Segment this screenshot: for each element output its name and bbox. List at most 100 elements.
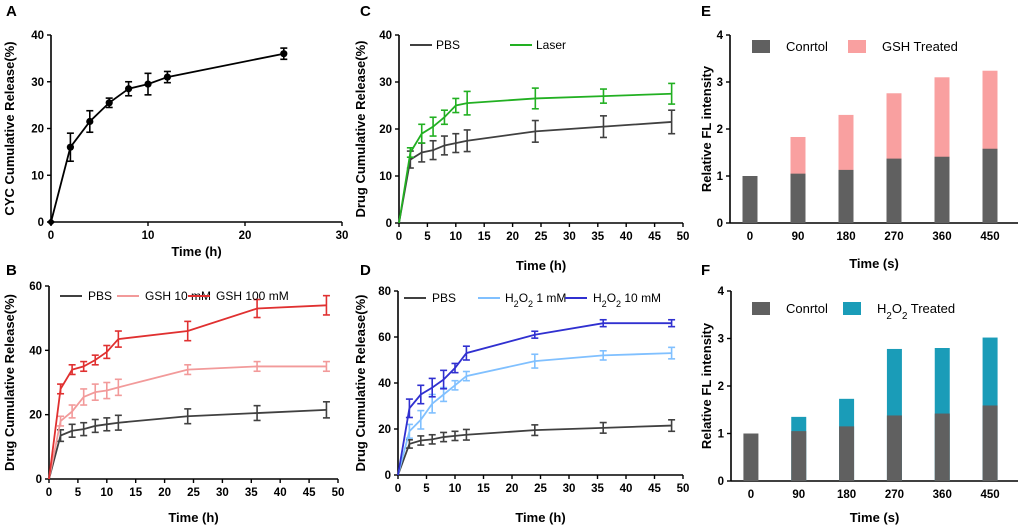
- bar: [791, 431, 807, 481]
- x-tick-label: 180: [837, 489, 856, 501]
- y-tick-label: 20: [378, 424, 391, 436]
- x-tick-label: 10: [100, 487, 113, 499]
- y-tick-label: 20: [31, 124, 44, 136]
- x-tick-label: 15: [477, 483, 490, 495]
- series-pbs: [48, 400, 330, 480]
- y-tick-label: 80: [378, 286, 391, 298]
- x-tick-label: 45: [648, 231, 661, 243]
- y-tick-label: 3: [718, 334, 724, 346]
- bar: [934, 413, 950, 481]
- bar: [886, 415, 902, 481]
- y-tick-label: 10: [379, 171, 392, 183]
- series-line: [48, 365, 327, 480]
- axes: 0 1 2 3 4 0 90 180 270 360 450: [717, 30, 1018, 243]
- x-tick-label: 20: [239, 230, 252, 242]
- x-tick-label: 45: [648, 483, 661, 495]
- bar: [742, 176, 758, 223]
- bar: [886, 158, 902, 223]
- data-point: [125, 85, 133, 93]
- x-tick-label: 10: [142, 230, 155, 242]
- x-axis-title: Time (h): [516, 258, 566, 273]
- legend-swatch: [843, 302, 861, 315]
- bar: [982, 405, 998, 481]
- y-tick-label: 40: [379, 30, 392, 42]
- x-axis-title: Time (h): [171, 244, 221, 259]
- legend: PBS GSH 10 mM GSH 100 mM: [60, 289, 289, 303]
- y-tick-label: 20: [379, 124, 392, 136]
- legend: Conrtol GSH Treated: [752, 39, 958, 54]
- x-tick-label: 30: [563, 483, 576, 495]
- x-tick-label: 45: [303, 487, 316, 499]
- bar: [838, 169, 854, 223]
- x-tick-label: 20: [158, 487, 171, 499]
- y-axis-title: Relative FL intensity: [699, 65, 714, 192]
- x-tick-label: 15: [129, 487, 142, 499]
- x-tick-label: 10: [449, 483, 462, 495]
- x-tick-label: 25: [534, 483, 547, 495]
- y-tick-label: 0: [386, 218, 392, 230]
- y-tick-label: 60: [29, 281, 42, 293]
- x-axis-title: Time (h): [168, 510, 218, 525]
- x-tick-label: 40: [620, 483, 633, 495]
- y-tick-label: 40: [378, 378, 391, 390]
- x-tick-label: 5: [423, 483, 430, 495]
- x-tick-label: 0: [46, 487, 52, 499]
- panel-letter: F: [701, 262, 710, 279]
- x-tick-label: 20: [506, 231, 519, 243]
- series-line: [48, 408, 327, 480]
- series-line: [397, 424, 672, 476]
- x-tick-label: 270: [885, 489, 904, 501]
- x-tick-label: 40: [274, 487, 287, 499]
- legend: PBS Laser: [410, 38, 566, 52]
- y-tick-label: 4: [717, 30, 724, 42]
- x-axis-title: Time (h): [515, 510, 565, 525]
- series-cyc: [47, 47, 288, 226]
- legend-label: GSH Treated: [882, 39, 958, 54]
- y-tick-label: 3: [717, 77, 723, 89]
- x-tick-label: 360: [933, 489, 952, 501]
- y-axis-title: Drug Cumulative Release(%): [353, 295, 368, 472]
- series-line: [398, 121, 672, 224]
- legend-swatch: [848, 40, 866, 53]
- series-conrtol: [743, 405, 998, 481]
- x-tick-label: 270: [884, 231, 903, 243]
- x-tick-label: 5: [424, 231, 431, 243]
- x-tick-label: 50: [677, 483, 690, 495]
- legend-label: Laser: [536, 38, 566, 52]
- y-tick-label: 0: [717, 218, 723, 230]
- x-tick-label: 0: [748, 489, 754, 501]
- panel-letter: C: [360, 3, 371, 20]
- panel-letter: A: [6, 3, 17, 20]
- data-point: [105, 99, 113, 107]
- chart-panel-f: 0 1 2 3 4 0 90 180 270 360 450 F Time (s) Relative FL…: [699, 262, 1018, 525]
- y-tick-label: 10: [31, 170, 44, 182]
- series-line: [48, 304, 327, 480]
- chart-panel-c: 0 10 20 30 40 0 5 10 15 20 25 30 35 40 45 50 C Time (h) Dr…: [353, 3, 689, 273]
- x-tick-label: 180: [836, 231, 855, 243]
- legend-label: Conrtol: [786, 301, 828, 316]
- bar: [982, 148, 998, 223]
- axes: 0 1 2 3 4 0 90 180 270 360 450: [718, 286, 1018, 501]
- x-tick-label: 0: [395, 483, 401, 495]
- legend-label: GSH 100 mM: [216, 289, 289, 303]
- x-tick-label: 30: [216, 487, 229, 499]
- y-axis-title: Drug Cumulative Release(%): [353, 41, 368, 218]
- y-tick-label: 0: [718, 476, 724, 488]
- x-tick-label: 5: [75, 487, 82, 499]
- panel-letter: B: [6, 262, 17, 279]
- axes: 0 10 20 30 40 0 10 20 30: [31, 30, 348, 242]
- legend-label: H2O2 1 mM: [505, 291, 566, 309]
- data-point: [66, 143, 74, 151]
- data-point: [86, 117, 94, 126]
- series-line: [397, 352, 672, 476]
- legend-label: GSH 10 mM: [145, 289, 211, 303]
- x-tick-label: 50: [677, 231, 690, 243]
- series-conrtol: [742, 148, 998, 223]
- legend-label: PBS: [88, 289, 112, 303]
- x-tick-label: 25: [187, 487, 200, 499]
- y-tick-label: 40: [31, 30, 44, 42]
- legend-swatch: [752, 302, 770, 315]
- y-tick-label: 0: [38, 217, 44, 229]
- bar: [790, 173, 806, 223]
- series-pbs: [398, 109, 676, 224]
